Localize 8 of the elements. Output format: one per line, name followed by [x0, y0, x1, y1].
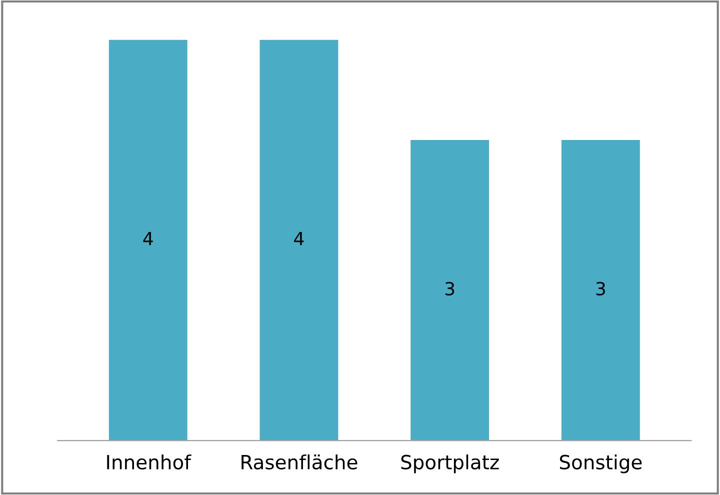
data-label: 3 [445, 282, 454, 296]
x-tick-label: Sportplatz [401, 454, 499, 474]
data-label: 3 [596, 282, 605, 296]
data-label: 4 [143, 232, 153, 246]
x-tick-label: Sonstige [560, 454, 642, 474]
x-tick-label: Innenhof [107, 454, 192, 470]
data-label: 4 [294, 232, 304, 246]
x-tick-label: Rasenfläche [242, 454, 358, 470]
